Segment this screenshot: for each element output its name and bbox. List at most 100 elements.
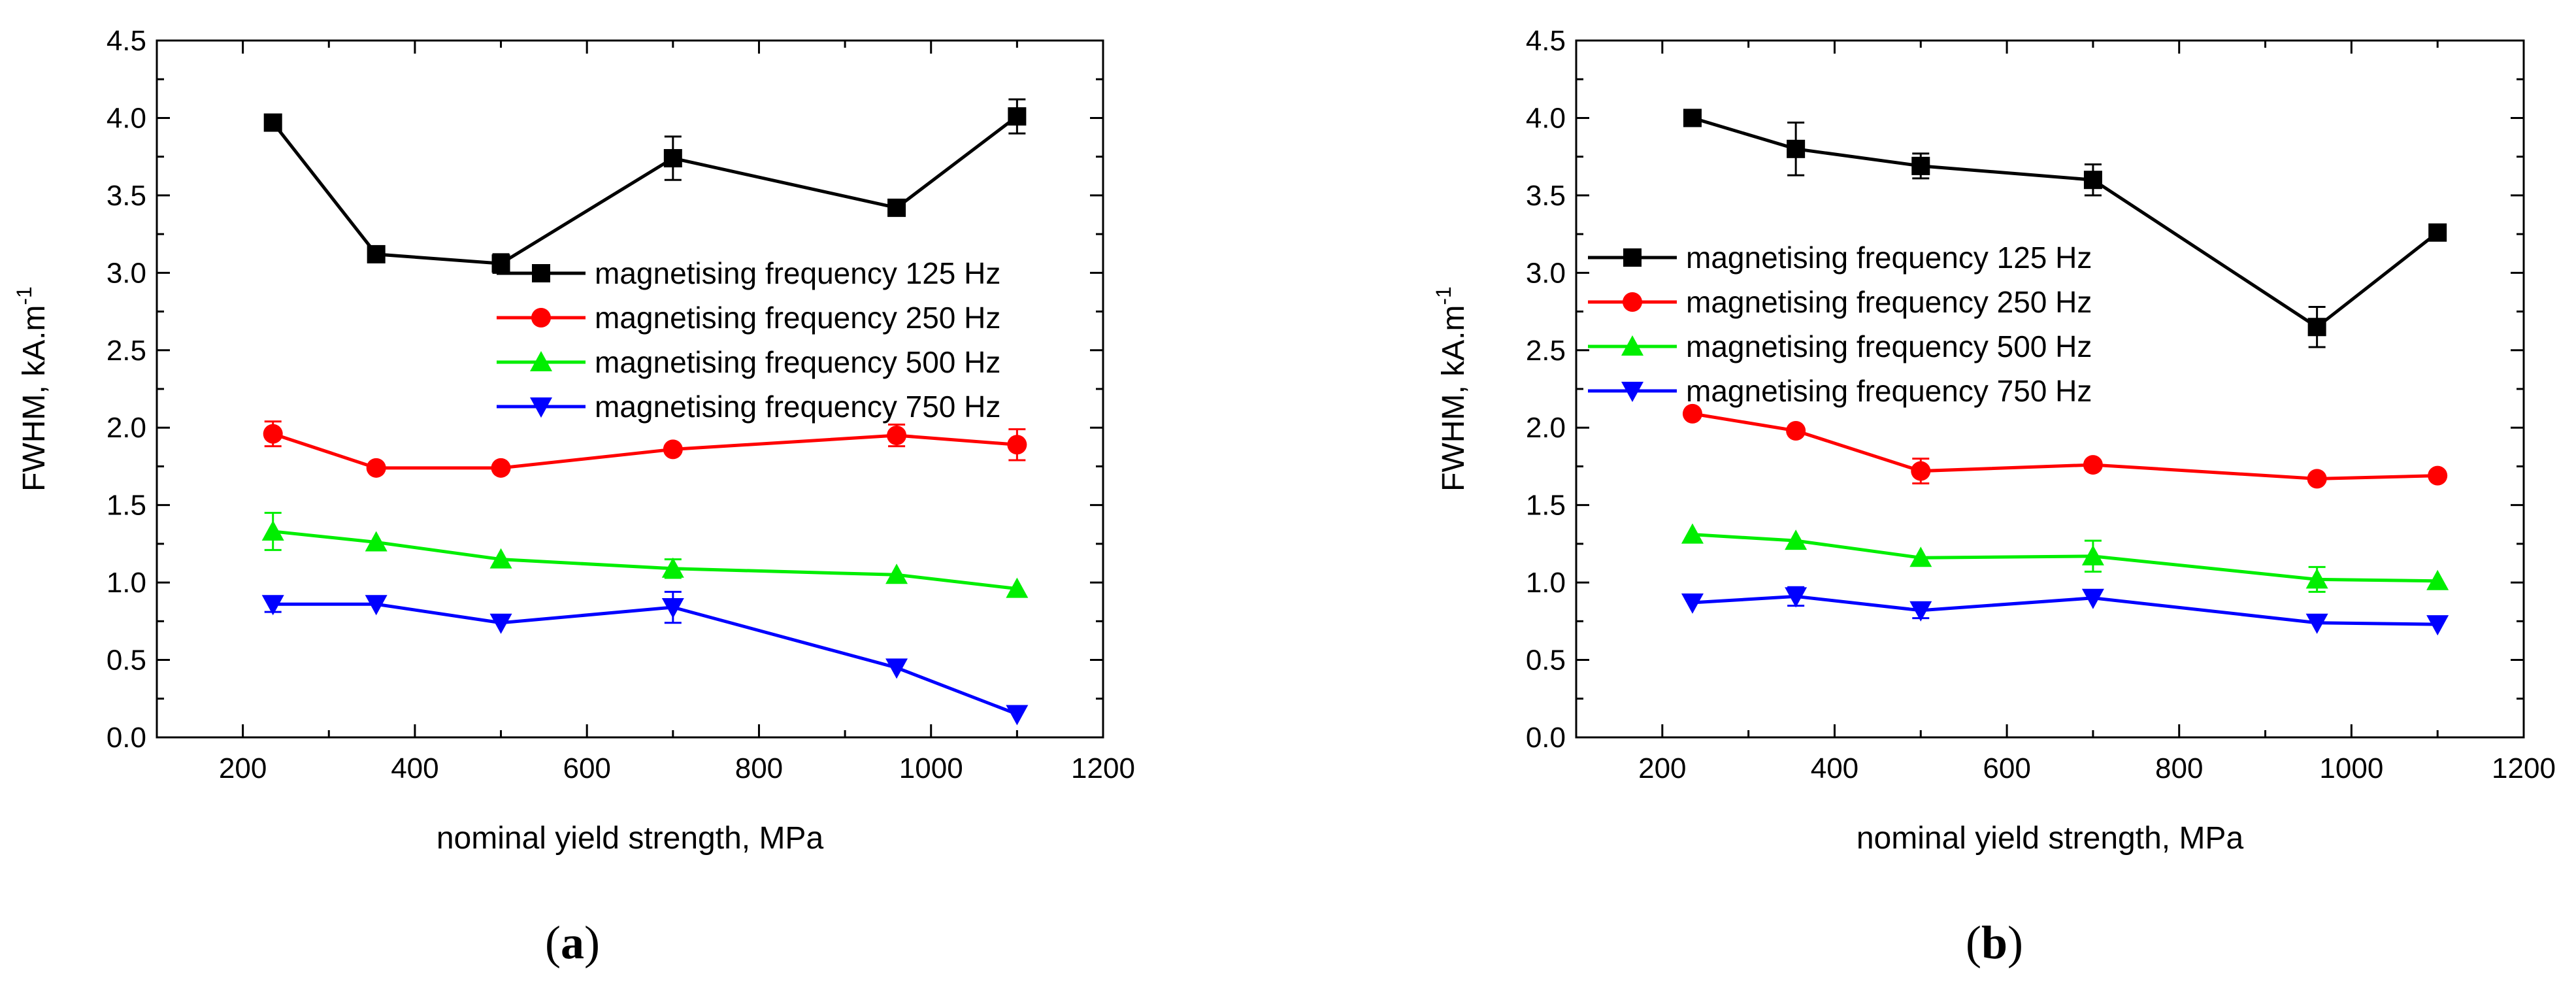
data-point: [2081, 588, 2104, 609]
legend-label: magnetising frequency 750 Hz: [595, 390, 1000, 424]
data-point: [263, 113, 282, 132]
y-tick-label: 1.5: [107, 490, 146, 522]
y-tick-label: 0.5: [107, 645, 146, 677]
series-3: [261, 512, 1029, 598]
y-tick-label: 2.0: [1526, 412, 1566, 444]
series-line: [272, 529, 1017, 591]
data-point: [491, 458, 511, 478]
x-axis-label: nominal yield strength, MPa: [1857, 821, 2244, 856]
data-point: [887, 198, 906, 217]
data-point: [663, 149, 682, 168]
legend-marker: [530, 351, 552, 371]
data-point: [663, 439, 683, 460]
x-tick-label: 200: [219, 752, 267, 784]
y-tick-label: 2.5: [1526, 335, 1566, 367]
data-point: [491, 254, 510, 273]
legend-label: magnetising frequency 500 Hz: [1686, 329, 2092, 363]
data-point: [1785, 587, 1808, 608]
data-point: [1007, 435, 1027, 455]
series-1: [1683, 109, 2447, 348]
x-axis-label: nominal yield strength, MPa: [437, 821, 824, 856]
legend-label: magnetising frequency 750 Hz: [1686, 374, 2092, 408]
y-axis-label-text: FWHM, kA.m: [1436, 305, 1471, 492]
series-line: [1692, 594, 2438, 626]
data-point: [1681, 523, 1704, 544]
data-point: [365, 595, 388, 616]
y-tick-label: 4.0: [107, 102, 146, 134]
chart-panel-b: 200 400 600 800 1000 1200 0.0 0.5 1.0 1.5 2.0 2.5 3.…: [1432, 25, 2556, 969]
data-point: [365, 531, 388, 552]
legend-marker: [531, 308, 551, 328]
series-line: [1692, 116, 2439, 329]
x-tick-label: 1200: [1071, 752, 1135, 784]
y-axis-label-superscript: -1: [12, 286, 36, 305]
data-point: [2305, 613, 2328, 634]
y-axis-label: FWHM, kA.m-1: [1432, 286, 1471, 492]
data-point: [1911, 461, 1931, 481]
y-tick-label: 4.0: [1526, 102, 1566, 134]
data-point: [1683, 109, 1702, 127]
data-point: [2305, 568, 2328, 589]
data-point: [366, 458, 386, 478]
series-line: [271, 115, 1018, 265]
legend-marker: [1623, 248, 1642, 267]
legend-label: magnetising frequency 500 Hz: [595, 345, 1000, 379]
y-axis-label-superscript: -1: [1432, 286, 1455, 305]
data-point: [2426, 569, 2449, 590]
caption-paren: (: [1966, 916, 1981, 969]
series-4: [261, 590, 1029, 726]
legend-marker: [1621, 335, 1643, 356]
legend-marker: [1621, 382, 1643, 402]
series-line: [272, 432, 1017, 470]
legend: magnetising frequency 125 Hz magnetising …: [1588, 241, 2092, 408]
x-tick-label: 1000: [899, 752, 963, 784]
x-tick-label: 200: [1638, 752, 1686, 784]
data-point: [1785, 529, 1808, 550]
y-tick-label: 1.5: [1526, 490, 1566, 522]
x-tick-label: 400: [1811, 752, 1858, 784]
data-point: [489, 548, 512, 569]
data-point: [1787, 139, 1806, 158]
series-2: [1682, 403, 2448, 489]
data-point: [887, 426, 907, 446]
y-axis-label: FWHM, kA.m-1: [12, 286, 52, 492]
caption-letter: a: [561, 916, 584, 969]
legend-label: magnetising frequency 250 Hz: [595, 301, 1000, 335]
data-point: [489, 613, 512, 634]
data-point: [1909, 601, 1932, 622]
legend: magnetising frequency 125 Hz magnetising …: [497, 256, 1000, 424]
series-2: [263, 420, 1027, 478]
x-tick-label: 1000: [2319, 752, 2383, 784]
x-tick-label: 800: [2155, 752, 2203, 784]
data-point: [661, 557, 684, 578]
y-tick-label: 3.0: [1526, 257, 1566, 289]
y-tick-label: 1.0: [1526, 567, 1566, 599]
x-tick-label: 600: [563, 752, 610, 784]
data-point: [2083, 171, 2102, 190]
data-point: [2428, 223, 2447, 242]
y-tick-label: 3.5: [107, 180, 146, 212]
data-point: [1681, 593, 1704, 614]
y-tick-label: 3.0: [107, 257, 146, 289]
data-point: [261, 520, 284, 541]
caption-paren: (: [545, 916, 561, 969]
data-point: [1682, 403, 1702, 424]
panel-caption: (a): [545, 916, 600, 969]
data-point: [2307, 318, 2326, 337]
x-tick-label: 400: [391, 752, 438, 784]
data-point: [2426, 615, 2449, 636]
caption-paren: ): [2007, 916, 2023, 969]
legend-label: magnetising frequency 125 Hz: [1686, 241, 2092, 275]
caption-letter: b: [1981, 916, 2007, 969]
series-4: [1681, 586, 2449, 636]
data-point: [2083, 455, 2103, 475]
y-tick-label: 0.5: [1526, 645, 1566, 677]
y-tick-label: 3.5: [1526, 180, 1566, 212]
data-point: [2428, 465, 2448, 486]
panel-caption: (b): [1966, 916, 2023, 969]
y-tick-label: 2.5: [107, 335, 146, 367]
caption-paren: ): [584, 916, 600, 969]
data-point: [1006, 705, 1029, 726]
y-tick-label: 0.0: [107, 722, 146, 754]
